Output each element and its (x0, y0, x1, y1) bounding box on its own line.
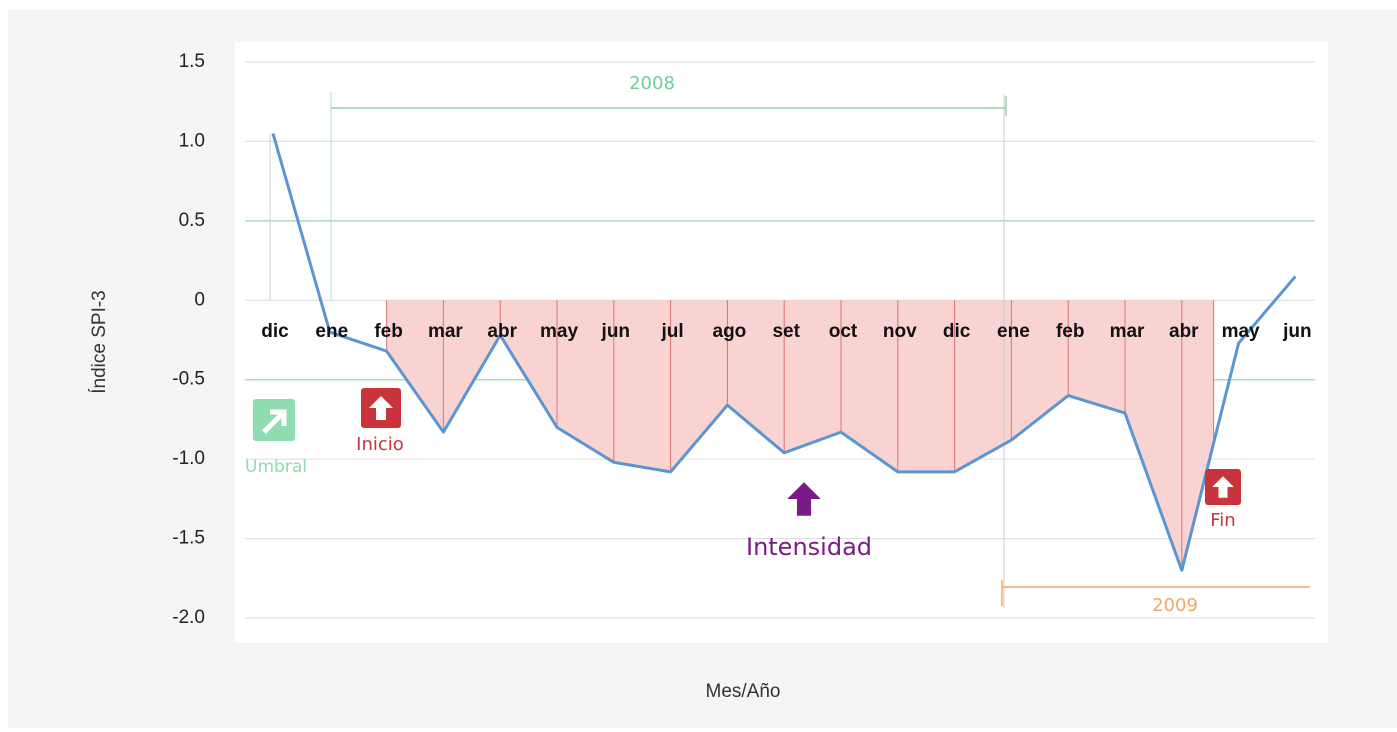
x-tick-label: ago (713, 321, 747, 342)
y-tick-label: -1.0 (172, 448, 205, 469)
x-tick-label: ene (315, 321, 348, 342)
y-axis-label: Índice SPI-3 (89, 290, 110, 394)
threshold-arrow (262, 409, 287, 434)
x-tick-label: jun (1282, 321, 1312, 342)
x-tick-label: nov (883, 321, 917, 342)
x-tick-label: feb (374, 321, 403, 342)
x-tick-label: may (540, 321, 578, 342)
x-axis-label: Mes/Año (706, 681, 781, 702)
x-tick-label: mar (1110, 321, 1145, 342)
x-tick-label: ene (997, 321, 1030, 342)
x-tick-label: oct (829, 321, 858, 342)
y-tick-label: 1.0 (179, 130, 205, 151)
y-tick-label: -0.5 (172, 369, 205, 390)
threshold-label: Umbral (245, 457, 307, 477)
x-tick-label: dic (261, 321, 289, 342)
x-tick-label: abr (487, 321, 517, 342)
y-tick-label: -1.5 (172, 528, 205, 549)
y-tick-label: 0.5 (179, 210, 205, 231)
intensity-arrow (787, 482, 821, 516)
x-tick-label: feb (1056, 321, 1085, 342)
start-label: Inicio (356, 434, 404, 455)
end-label: Fin (1210, 510, 1235, 531)
end-arrow (1212, 476, 1234, 498)
x-tick-label: mar (428, 321, 463, 342)
x-tick-label: dic (943, 321, 971, 342)
x-tick-label: jun (601, 321, 631, 342)
intensity-label: Intensidad (746, 533, 872, 561)
series-line (271, 133, 1297, 572)
drought-area (386, 300, 1214, 571)
year-label: 2008 (629, 73, 675, 94)
x-tick-label: jul (661, 321, 684, 342)
x-tick-label: set (772, 321, 800, 342)
y-tick-label: 0 (194, 289, 205, 310)
y-tick-label: 1.5 (179, 51, 205, 72)
year-label: 2009 (1152, 595, 1198, 616)
start-arrow (369, 396, 393, 420)
x-tick-label: abr (1169, 321, 1199, 342)
x-tick-label: may (1222, 321, 1260, 342)
y-tick-label: -2.0 (172, 607, 205, 628)
